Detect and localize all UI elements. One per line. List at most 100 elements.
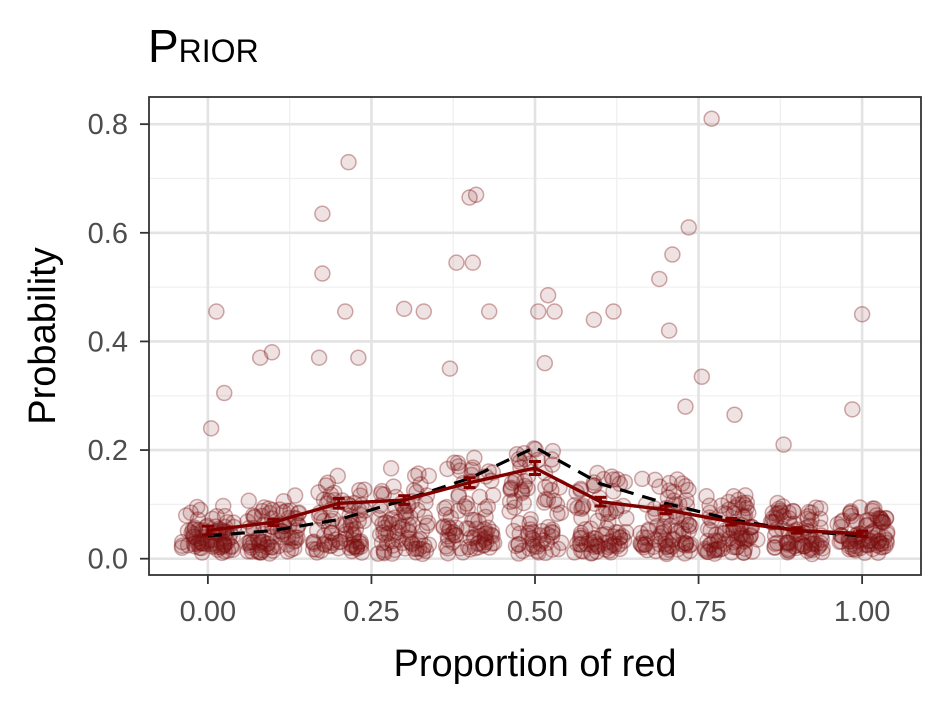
data-point	[716, 535, 733, 552]
data-point	[270, 537, 287, 555]
data-point	[305, 535, 323, 553]
data-point	[204, 538, 221, 555]
data-point	[531, 527, 549, 544]
data-point	[539, 491, 557, 508]
data-point	[803, 539, 820, 557]
data-point	[415, 537, 433, 554]
data-point	[503, 474, 521, 492]
data-point	[446, 527, 464, 544]
data-point	[355, 512, 372, 530]
data-point	[655, 523, 672, 541]
data-point	[799, 508, 817, 525]
data-point	[452, 540, 469, 557]
data-point	[258, 538, 276, 556]
data-point	[469, 535, 486, 553]
data-point	[342, 517, 359, 534]
data-point	[447, 526, 465, 544]
data-point	[725, 487, 742, 505]
data-point	[465, 529, 482, 547]
data-point	[329, 467, 346, 485]
data-point	[191, 539, 209, 556]
data-point	[325, 510, 342, 528]
data-point	[549, 505, 566, 523]
data-point	[680, 516, 698, 533]
data-point	[660, 322, 678, 339]
data-point	[811, 537, 828, 554]
grid	[149, 97, 921, 575]
data-point	[569, 535, 586, 552]
data-point	[658, 538, 675, 556]
data-point	[485, 534, 503, 552]
data-point	[471, 488, 489, 506]
data-point	[439, 528, 457, 545]
data-point	[407, 544, 425, 561]
data-point	[778, 534, 795, 551]
data-point	[552, 534, 570, 551]
data-point	[583, 536, 600, 554]
data-point	[250, 543, 268, 561]
data-point	[439, 517, 456, 535]
data-point	[446, 454, 463, 471]
data-point	[323, 524, 341, 542]
data-point	[870, 532, 887, 550]
data-point	[803, 545, 821, 563]
data-point	[216, 536, 233, 553]
data-point	[645, 538, 662, 556]
data-point	[401, 533, 419, 550]
data-point	[575, 543, 592, 560]
data-point	[371, 526, 389, 543]
error-bar	[529, 459, 541, 477]
data-point	[646, 531, 664, 548]
data-point	[780, 510, 798, 527]
data-point	[578, 535, 595, 553]
error-bar	[725, 517, 738, 527]
data-point	[186, 520, 204, 538]
data-point	[305, 533, 323, 550]
data-point	[657, 535, 674, 553]
data-point	[669, 541, 686, 558]
data-point	[580, 532, 598, 549]
data-point	[681, 542, 699, 560]
data-point	[615, 532, 633, 549]
data-point	[373, 482, 391, 500]
data-point	[606, 537, 623, 554]
data-point	[729, 532, 746, 550]
data-point	[544, 524, 561, 541]
data-point	[464, 254, 482, 271]
data-point	[524, 523, 542, 541]
data-point	[352, 538, 370, 555]
data-point	[873, 535, 890, 552]
data-point	[548, 496, 566, 513]
data-point	[345, 526, 363, 543]
data-point	[543, 523, 561, 541]
data-point	[502, 481, 519, 499]
data-point	[709, 533, 727, 550]
data-point	[605, 303, 622, 320]
data-point	[740, 504, 757, 522]
data-point	[191, 533, 209, 550]
data-point	[321, 533, 338, 551]
data-point	[252, 544, 270, 561]
data-point	[383, 545, 401, 562]
data-point	[609, 471, 626, 488]
data-point	[544, 541, 561, 558]
data-point	[566, 496, 583, 514]
data-point	[316, 536, 333, 554]
data-point	[215, 534, 233, 551]
data-point	[502, 480, 519, 498]
data-point	[651, 478, 668, 495]
data-point	[869, 510, 887, 527]
data-point	[415, 303, 433, 320]
data-point	[749, 531, 766, 548]
data-point	[534, 532, 552, 549]
y-tick-label: 0.8	[88, 109, 128, 141]
data-point	[439, 545, 457, 562]
data-point	[377, 514, 394, 531]
data-point	[524, 536, 541, 554]
data-point	[733, 529, 751, 547]
data-point	[507, 537, 525, 555]
data-point	[462, 529, 480, 547]
data-point	[275, 492, 292, 510]
x-axis: 0.00 0.25 0.50 0.75 1.00	[180, 575, 890, 628]
data-point	[243, 543, 261, 560]
